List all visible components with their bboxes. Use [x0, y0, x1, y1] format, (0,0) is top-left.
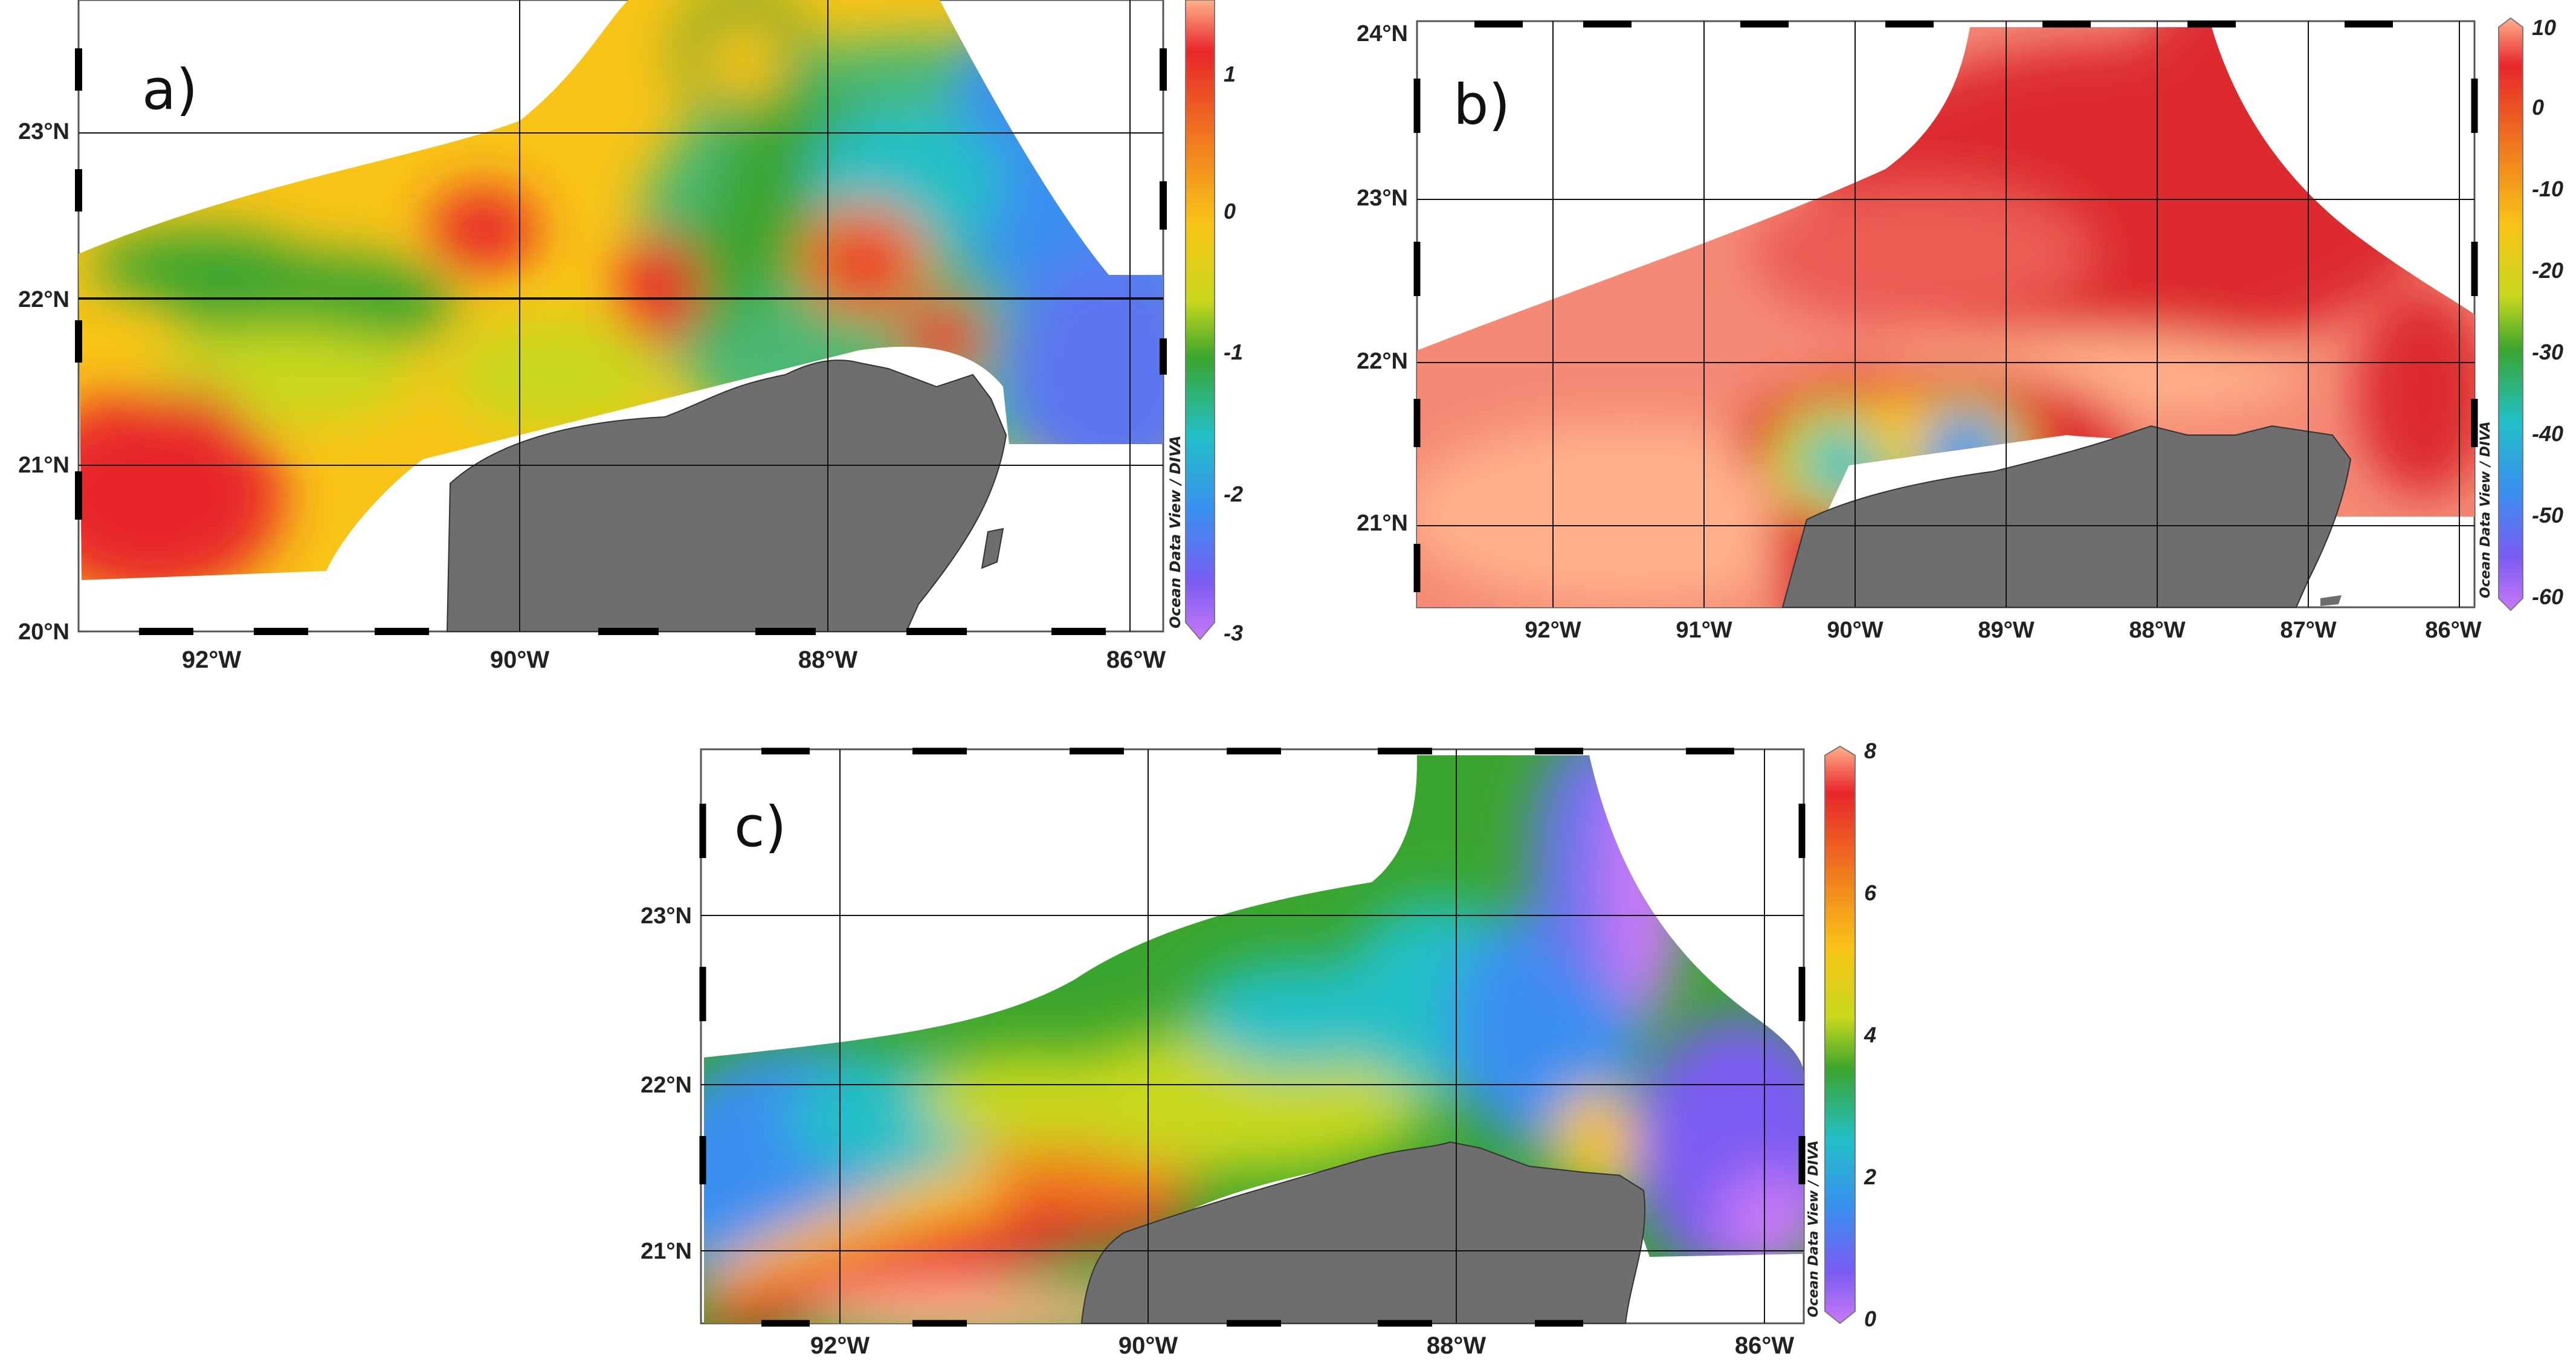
- svg-text:0: 0: [1864, 1306, 1876, 1331]
- panel-b-lat-label: 21°N: [1357, 511, 1408, 536]
- panel-a-lon-label: 92°W: [182, 647, 241, 673]
- panel-b-credit: Ocean Data View / DIVA: [2478, 421, 2493, 598]
- svg-text:8: 8: [1864, 738, 1876, 763]
- svg-text:-20: -20: [2532, 258, 2563, 283]
- panel-b-lon-label: 91°W: [1676, 618, 1732, 643]
- svg-text:0: 0: [1224, 199, 1236, 224]
- panel-c-colorbar-ticks: 8 6 4 2 0: [1864, 738, 1877, 1331]
- svg-text:-10: -10: [2532, 176, 2563, 201]
- panel-b-lat-label: 22°N: [1357, 349, 1408, 374]
- panel-c: c) 21°N 22°N 23°N 92°W 90°W 88°W 86°W Oc…: [641, 738, 1877, 1359]
- panel-b-gridlines: [1417, 21, 2474, 607]
- panel-c-colorbar: [1824, 745, 1856, 1325]
- svg-text:1: 1: [1224, 62, 1236, 86]
- panel-c-credit: Ocean Data View / DIVA: [1806, 1140, 1821, 1317]
- svg-text:10: 10: [2532, 15, 2556, 40]
- panel-a-lon-label: 86°W: [1106, 647, 1166, 673]
- svg-text:-40: -40: [2532, 421, 2563, 446]
- panel-b-lon-label: 90°W: [1827, 618, 1883, 643]
- svg-text:-3: -3: [1224, 621, 1243, 645]
- panel-a: a) 23°N 22°N 21°N 20°N 92°W 90°W 88°W 86…: [18, 0, 1243, 673]
- svg-text:6: 6: [1864, 880, 1877, 905]
- panel-a-lon-label: 88°W: [798, 647, 857, 673]
- svg-text:-30: -30: [2532, 340, 2563, 364]
- svg-text:4: 4: [1864, 1022, 1876, 1047]
- svg-text:0: 0: [2532, 95, 2544, 120]
- panel-b-lon-label: 86°W: [2425, 618, 2481, 643]
- panel-b-lon-label: 89°W: [1978, 618, 2034, 643]
- svg-text:-2: -2: [1224, 482, 1243, 506]
- panel-b-lat-label: 23°N: [1357, 186, 1408, 211]
- panel-c-label: c): [734, 795, 786, 859]
- panel-c-gridlines: [701, 749, 1804, 1323]
- panel-a-frame-ticks: [75, 48, 1167, 635]
- panel-b-frame-ticks: [1413, 21, 2478, 592]
- svg-text:-1: -1: [1224, 340, 1243, 364]
- panel-a-label: a): [142, 57, 198, 122]
- panel-c-lon-label: 88°W: [1427, 1332, 1486, 1359]
- panel-c-lon-label: 92°W: [810, 1332, 870, 1359]
- panel-c-lon-label: 86°W: [1735, 1332, 1794, 1359]
- panel-a-gridlines: [79, 0, 1163, 631]
- panel-a-island: [981, 528, 1004, 569]
- panel-a-colorbar: [1185, 0, 1215, 641]
- panel-a-lat-label: 21°N: [18, 453, 69, 478]
- svg-text:2: 2: [1864, 1164, 1876, 1189]
- panel-b-island: [2320, 595, 2342, 606]
- panel-b-lon-label: 87°W: [2280, 618, 2336, 643]
- panel-a-land: [446, 360, 1007, 632]
- panel-a-lon-label: 90°W: [490, 647, 549, 673]
- panel-c-lat-label: 21°N: [641, 1239, 692, 1264]
- panel-c-lon-label: 90°W: [1119, 1332, 1178, 1359]
- panel-a-credit: Ocean Data View / DIVA: [1167, 436, 1184, 628]
- panel-b-colorbar-ticks: 10 0 -10 -20 -30 -40 -50 -60: [2532, 15, 2563, 609]
- panel-c-frame-ticks: [699, 747, 1806, 1327]
- panel-b-lat-label: 24°N: [1357, 21, 1408, 47]
- panel-b: b) 21°N 22°N 23°N 24°N 92°W 91°W 90°W 89…: [1357, 15, 2563, 643]
- svg-text:-50: -50: [2532, 503, 2563, 528]
- panel-b-label: b): [1453, 73, 1510, 137]
- panel-b-lon-label: 92°W: [1525, 618, 1581, 643]
- panel-a-lat-label: 20°N: [18, 619, 69, 645]
- panel-c-land: [1080, 1141, 1645, 1324]
- panel-b-colorbar: [2498, 17, 2523, 612]
- panel-b-lon-label: 88°W: [2129, 618, 2185, 643]
- panel-a-lat-label: 22°N: [18, 287, 69, 312]
- svg-text:-60: -60: [2532, 584, 2563, 609]
- panel-a-lat-label: 23°N: [18, 119, 69, 144]
- panel-a-colorbar-ticks: 1 0 -1 -2 -3: [1224, 62, 1243, 645]
- panel-c-lat-label: 23°N: [641, 903, 692, 929]
- panel-b-land: [1781, 425, 2352, 608]
- panel-c-lat-label: 22°N: [641, 1073, 692, 1098]
